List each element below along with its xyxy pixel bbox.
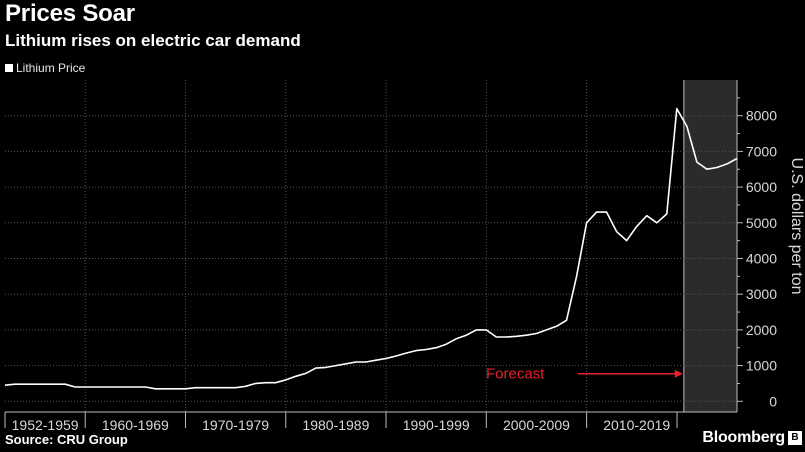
x-tick-label: 1970-1979 (202, 417, 269, 433)
y-axis-title: U.S. dollars per ton (788, 158, 805, 295)
bloomberg-mark-icon: B (788, 431, 802, 445)
y-tick-label: 0 (769, 393, 777, 409)
series-line-lithium-price (5, 109, 737, 389)
y-tick-label: 4000 (746, 250, 777, 266)
x-tick-label: 1952-1959 (12, 417, 79, 433)
y-tick-label: 5000 (746, 215, 777, 231)
annotation-label: Forecast (486, 366, 545, 383)
y-tick-label: 3000 (746, 286, 777, 302)
x-tick-label: 1990-1999 (403, 417, 470, 433)
forecast-shade (684, 80, 737, 412)
x-tick-label: 2000-2009 (503, 417, 570, 433)
y-tick-label: 7000 (746, 143, 777, 159)
x-tick-label: 1980-1989 (302, 417, 369, 433)
y-tick-label: 6000 (746, 179, 777, 195)
x-tick-label: 2010-2019 (603, 417, 670, 433)
y-tick-label: 8000 (746, 108, 777, 124)
annotation-arrowhead-icon (675, 370, 683, 378)
source-note: Source: CRU Group (5, 432, 128, 447)
y-tick-label: 1000 (746, 358, 777, 374)
bloomberg-logo: Bloomberg (702, 429, 785, 447)
y-tick-label: 2000 (746, 322, 777, 338)
chart-canvas: 0 1000 2000 3000 4000 5000 6000 7000 8000 1952-19… (0, 0, 805, 452)
x-tick-label: 1960-1969 (102, 417, 169, 433)
